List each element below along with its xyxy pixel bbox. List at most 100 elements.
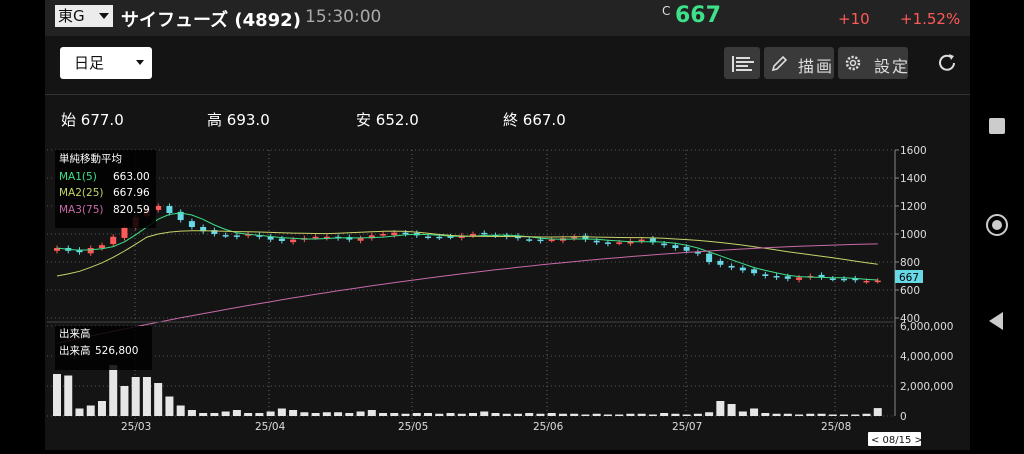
date-tag-text: < 08/15 >: [871, 435, 923, 446]
market-selector[interactable]: 東G: [55, 5, 113, 27]
volume-bar: [693, 413, 702, 416]
low-value: 安 652.0: [356, 111, 419, 129]
volume-legend-box: [55, 326, 152, 370]
volume-bar: [626, 413, 635, 416]
volume-bar: [603, 414, 612, 416]
gear-icon: [845, 55, 861, 71]
ma2-value: 667.96: [113, 187, 150, 199]
home-icon[interactable]: [986, 214, 1008, 236]
volume-axis-label: 2,000,000: [900, 381, 953, 393]
volume-bar: [86, 405, 95, 416]
candle-body: [638, 239, 645, 242]
candle-body: [357, 238, 364, 241]
volume-bar: [750, 408, 759, 416]
volume-bar: [615, 414, 624, 416]
volume-bar: [660, 413, 669, 416]
chart-grid: [47, 149, 895, 430]
candle-body: [818, 274, 825, 278]
candle-body: [54, 248, 60, 251]
volume-bar: [367, 410, 376, 416]
chart-toolbar: 日足 描画 設定: [45, 36, 970, 95]
draw-label: 描画: [798, 57, 834, 76]
volume-bar: [592, 413, 601, 416]
volume-bar: [300, 412, 309, 416]
candle-body: [211, 230, 218, 234]
candle-body: [312, 236, 319, 239]
price-axis-label: 800: [900, 257, 920, 269]
volume-bar: [75, 408, 84, 416]
indicator-list-button[interactable]: [724, 47, 760, 79]
candle-body: [796, 277, 803, 280]
volume-bar: [176, 405, 185, 416]
candle-body: [188, 221, 195, 227]
volume-bar: [390, 413, 399, 416]
volume-bar: [187, 410, 196, 416]
volume-bar: [142, 377, 151, 416]
period-select[interactable]: 日足: [60, 47, 152, 79]
candle-body: [728, 265, 735, 268]
volume-bar: [165, 396, 174, 416]
ma1-value: 663.00: [113, 171, 150, 183]
candle-body: [717, 260, 724, 265]
volume-bars: [53, 365, 882, 416]
volume-bar: [401, 413, 410, 416]
date-tag[interactable]: [868, 432, 921, 446]
draw-button[interactable]: 描画: [764, 47, 834, 79]
volume-bar: [446, 413, 455, 416]
candle-body: [110, 236, 117, 245]
ohlc-summary: 始 677.0 高 693.0 安 652.0 終 667.0: [45, 95, 970, 145]
ma3-label: MA3(75): [59, 204, 103, 216]
volume-bar: [345, 413, 354, 416]
volume-bar: [761, 413, 770, 416]
candle-body: [571, 236, 578, 239]
volume-value: 526,800: [95, 345, 138, 357]
x-axis-label: 25/06: [533, 421, 564, 433]
volume-bar: [536, 413, 545, 416]
volume-bar: [502, 413, 511, 416]
volume-bar: [424, 413, 433, 416]
volume-bar: [738, 411, 747, 416]
volume-bar: [97, 401, 106, 416]
recents-icon[interactable]: [989, 118, 1005, 134]
volume-bar: [199, 413, 208, 416]
volume-bar: [109, 365, 118, 416]
price-tag-text: 667: [899, 272, 919, 284]
volume-bar: [795, 414, 804, 416]
volume-axis-label: 4,000,000: [900, 351, 953, 363]
quote-header: 東G サイフューズ (4892) 15:30:00 C 667 +10 +1.5…: [45, 0, 970, 36]
settings-button[interactable]: 設定: [838, 47, 908, 79]
candle-body: [425, 236, 432, 239]
price-axis-label: 1400: [900, 173, 927, 185]
candle-body: [200, 227, 207, 232]
volume-bar: [806, 413, 815, 416]
current-price: 667: [675, 3, 721, 28]
price-change: +10: [838, 10, 870, 28]
volume-legend-title: 出来高: [59, 327, 91, 340]
candle-body: [526, 239, 533, 241]
candle-body: [76, 249, 83, 253]
volume-bar: [873, 408, 882, 416]
close-mark: C: [662, 4, 671, 18]
back-icon[interactable]: [989, 312, 1003, 330]
ma-legend-box: [55, 150, 156, 228]
candle-body: [739, 267, 746, 271]
ma1-label: MA1(5): [59, 171, 97, 183]
volume-bar: [671, 413, 680, 416]
ma3-value: 820.59: [113, 204, 150, 216]
bars-icon: [732, 56, 754, 72]
volume-bar: [334, 412, 343, 416]
candle-body: [166, 206, 173, 213]
candle-body: [177, 211, 184, 220]
settings-label: 設定: [874, 57, 908, 76]
candle-body: [829, 278, 836, 281]
volume-bar: [525, 413, 534, 416]
candle-body: [481, 232, 488, 235]
volume-axis-label: 0: [900, 411, 907, 423]
chevron-down-icon: [136, 60, 144, 65]
refresh-icon[interactable]: [935, 51, 959, 75]
volume-bar: [232, 410, 241, 416]
x-axis-label: 25/03: [121, 421, 151, 433]
volume-bar: [210, 413, 219, 416]
price-axis-label: 1600: [900, 145, 927, 157]
